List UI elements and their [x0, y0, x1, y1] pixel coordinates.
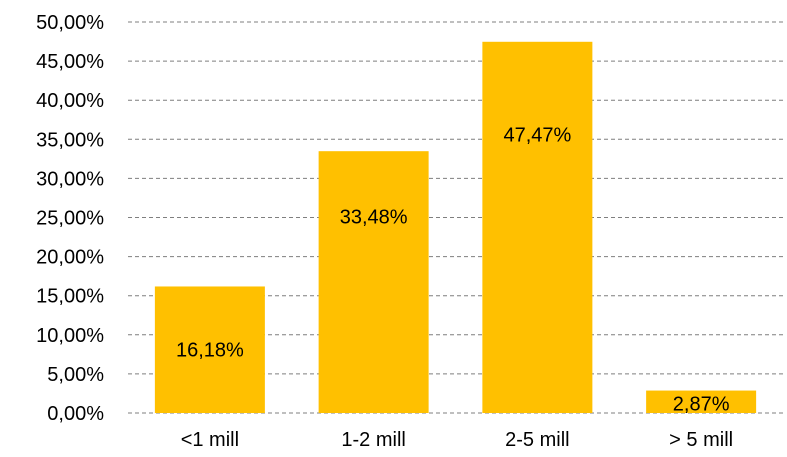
data-label: 16,18% [176, 340, 244, 362]
data-label: 2,87% [673, 394, 730, 416]
y-tick-label: 35,00% [36, 129, 104, 151]
y-axis-ticks: 0,00% 5,00% 10,00% 15,00% 20,00% 25,00% 30,00%… [36, 12, 104, 425]
x-tick-label: <1 mill [181, 429, 239, 451]
x-tick-label: > 5 mill [669, 429, 733, 451]
y-tick-label: 5,00% [47, 364, 104, 386]
y-tick-label: 15,00% [36, 286, 104, 308]
y-tick-label: 50,00% [36, 12, 104, 34]
data-label: 33,48% [340, 207, 408, 229]
y-tick-label: 40,00% [36, 90, 104, 112]
bars [154, 41, 757, 413]
data-label: 47,47% [503, 125, 571, 147]
bar [482, 41, 593, 413]
y-tick-label: 10,00% [36, 325, 104, 347]
x-tick-label: 1-2 mill [341, 429, 405, 451]
y-tick-label: 25,00% [36, 208, 104, 230]
bar [154, 286, 265, 413]
y-tick-label: 0,00% [47, 403, 104, 425]
bar [646, 390, 757, 413]
bar [318, 151, 429, 413]
y-tick-label: 20,00% [36, 247, 104, 269]
x-tick-label: 2-5 mill [505, 429, 569, 451]
x-axis-ticks: <1 mill 1-2 mill 2-5 mill > 5 mill [181, 429, 733, 451]
y-tick-label: 30,00% [36, 168, 104, 190]
y-tick-label: 45,00% [36, 51, 104, 73]
data-labels: 16,18% 33,48% 47,47% 2,87% [176, 125, 730, 416]
